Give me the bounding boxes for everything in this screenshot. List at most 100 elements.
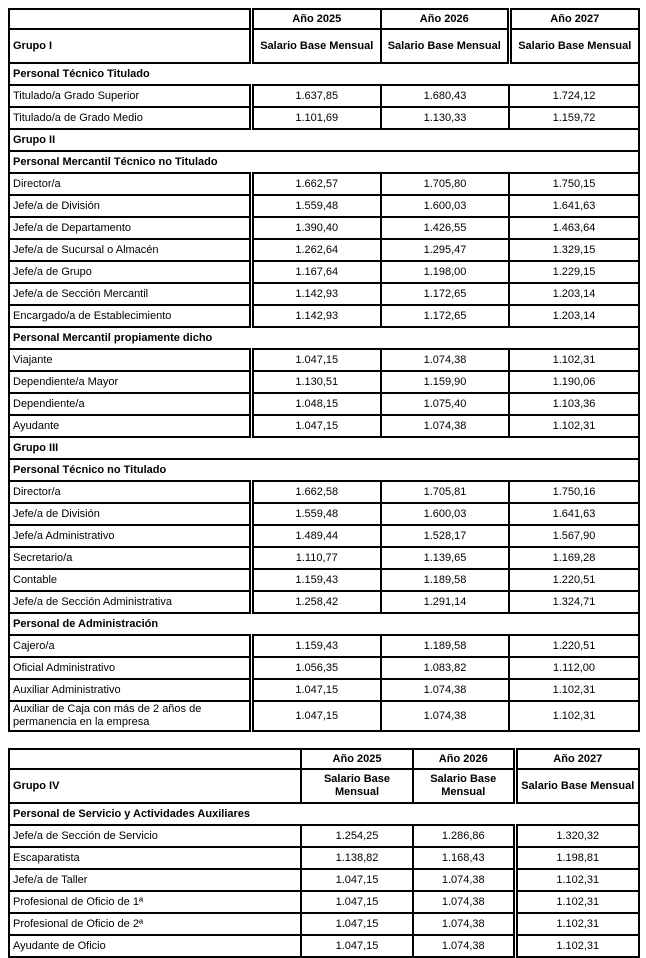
salary-value-cell: 1.047,15	[248, 348, 382, 372]
salary-value-cell: 1.102,31	[512, 934, 640, 958]
salary-base-header: Salario Base Mensual	[512, 768, 640, 804]
salary-table-group-4: Año 2025 Año 2026 Año 2027 Grupo IV Sala…	[8, 748, 640, 958]
data-row: Jefe/a de División 1.559,48 1.600,03 1.641,…	[8, 502, 640, 526]
section-row: Personal Mercantil Técnico no Titulado	[8, 150, 640, 174]
salary-value-cell: 1.324,71	[508, 590, 640, 614]
job-title-cell: Titulado/a Grado Superior	[8, 84, 252, 108]
job-title-cell: Jefe/a de Departamento	[8, 216, 252, 240]
data-row: Jefe/a de Grupo 1.167,64 1.198,00 1.229,15	[8, 260, 640, 284]
group-row: Grupo III	[8, 436, 640, 460]
salary-value-cell: 1.047,15	[300, 934, 414, 958]
data-row: Director/a 1.662,58 1.705,81 1.750,16	[8, 480, 640, 504]
data-row: Jefe/a de Departamento 1.390,40 1.426,55 1.…	[8, 216, 640, 240]
section-row: Personal Técnico Titulado	[8, 62, 640, 86]
section-label-cell: Personal Mercantil Técnico no Titulado	[8, 150, 640, 174]
job-title-cell: Viajante	[8, 348, 252, 372]
data-row: Ayudante 1.047,15 1.074,38 1.102,31	[8, 414, 640, 438]
salary-value-cell: 1.074,38	[380, 348, 510, 372]
job-title-cell: Jefe/a de División	[8, 502, 252, 526]
job-title-cell: Jefe/a de Taller	[8, 868, 302, 892]
job-title-cell: Profesional de Oficio de 1ª	[8, 890, 302, 914]
salary-value-cell: 1.198,00	[380, 260, 510, 284]
job-title-cell: Jefe/a de División	[8, 194, 252, 218]
salary-value-cell: 1.047,15	[300, 912, 414, 936]
salary-value-cell: 1.169,28	[508, 546, 640, 570]
salary-value-cell: 1.559,48	[248, 194, 382, 218]
group-label: Grupo I	[8, 28, 252, 64]
salary-value-cell: 1.168,43	[412, 846, 516, 870]
data-row: Ayudante de Oficio 1.047,15 1.074,38 1.102,…	[8, 934, 640, 958]
salary-value-cell: 1.102,31	[508, 414, 640, 438]
data-row: Profesional de Oficio de 1ª 1.047,15 1.074…	[8, 890, 640, 914]
salary-value-cell: 1.159,72	[508, 106, 640, 130]
data-row: Jefe/a de Sección de Servicio 1.254,25 1.2…	[8, 824, 640, 848]
salary-value-cell: 1.102,31	[508, 348, 640, 372]
salary-value-cell: 1.203,14	[508, 282, 640, 306]
salary-value-cell: 1.750,16	[508, 480, 640, 504]
section-label-cell: Personal Mercantil propiamente dicho	[8, 326, 640, 350]
data-row: Contable 1.159,43 1.189,58 1.220,51	[8, 568, 640, 592]
salary-value-cell: 1.641,63	[508, 502, 640, 526]
salary-value-cell: 1.489,44	[248, 524, 382, 548]
job-title-cell: Auxiliar Administrativo	[8, 678, 252, 702]
group-label: Grupo IV	[8, 768, 302, 804]
data-row: Cajero/a 1.159,43 1.189,58 1.220,51	[8, 634, 640, 658]
salary-value-cell: 1.130,51	[248, 370, 382, 394]
salary-value-cell: 1.047,15	[248, 700, 382, 732]
job-title-cell: Dependiente/a Mayor	[8, 370, 252, 394]
salary-table-groups-1-3: Año 2025 Año 2026 Año 2027 Grupo I Salar…	[8, 8, 640, 732]
salary-value-cell: 1.048,15	[248, 392, 382, 416]
section-row: Personal de Servicio y Actividades Auxil…	[8, 802, 640, 826]
data-row: Director/a 1.662,57 1.705,80 1.750,15	[8, 172, 640, 196]
salary-value-cell: 1.102,31	[508, 678, 640, 702]
salary-value-cell: 1.528,17	[380, 524, 510, 548]
salary-value-cell: 1.600,03	[380, 194, 510, 218]
salary-value-cell: 1.142,93	[248, 304, 382, 328]
job-title-cell: Cajero/a	[8, 634, 252, 658]
salary-value-cell: 1.159,43	[248, 634, 382, 658]
data-row: Jefe/a de Sección Mercantil 1.142,93 1.172…	[8, 282, 640, 306]
salary-value-cell: 1.075,40	[380, 392, 510, 416]
job-title-cell: Ayudante de Oficio	[8, 934, 302, 958]
year-2026-header: Año 2026	[380, 8, 510, 30]
data-row: Dependiente/a 1.048,15 1.075,40 1.103,36	[8, 392, 640, 416]
salary-value-cell: 1.600,03	[380, 502, 510, 526]
year-2027-header: Año 2027	[506, 8, 640, 30]
data-row: Auxiliar Administrativo 1.047,15 1.074,38 1…	[8, 678, 640, 702]
salary-value-cell: 1.138,82	[300, 846, 414, 870]
year-header-row: Año 2025 Año 2026 Año 2027	[8, 748, 640, 770]
salary-value-cell: 1.159,43	[248, 568, 382, 592]
salary-value-cell: 1.112,00	[508, 656, 640, 680]
salary-base-header: Salario Base Mensual	[380, 28, 510, 64]
salary-value-cell: 1.724,12	[508, 84, 640, 108]
section-row: Personal Técnico no Titulado	[8, 458, 640, 482]
salary-value-cell: 1.139,65	[380, 546, 510, 570]
salary-value-cell: 1.426,55	[380, 216, 510, 240]
salary-value-cell: 1.637,85	[248, 84, 382, 108]
job-title-cell: Oficial Administrativo	[8, 656, 252, 680]
job-title-cell: Jefe/a de Sección Mercantil	[8, 282, 252, 306]
job-title-cell: Auxiliar de Caja con más de 2 años de pe…	[8, 700, 252, 732]
salary-value-cell: 1.662,57	[248, 172, 382, 196]
year-2026-header: Año 2026	[412, 748, 516, 770]
salary-value-cell: 1.110,77	[248, 546, 382, 570]
data-row: Oficial Administrativo 1.056,35 1.083,82 1.…	[8, 656, 640, 680]
job-title-cell: Encargado/a de Establecimiento	[8, 304, 252, 328]
document-page: Año 2025 Año 2026 Año 2027 Grupo I Salar…	[8, 8, 640, 958]
salary-value-cell: 1.254,25	[300, 824, 414, 848]
salary-value-cell: 1.203,14	[508, 304, 640, 328]
section-label-cell: Personal de Servicio y Actividades Auxil…	[8, 802, 640, 826]
salary-value-cell: 1.047,15	[248, 678, 382, 702]
job-title-cell: Jefe/a de Grupo	[8, 260, 252, 284]
salary-value-cell: 1.103,36	[508, 392, 640, 416]
job-title-cell: Dependiente/a	[8, 392, 252, 416]
salary-value-cell: 1.320,32	[512, 824, 640, 848]
salary-value-cell: 1.190,06	[508, 370, 640, 394]
data-row: Encargado/a de Establecimiento 1.142,93 1.…	[8, 304, 640, 328]
salary-base-header: Salario Base Mensual	[300, 768, 414, 804]
job-title-cell: Titulado/a de Grado Medio	[8, 106, 252, 130]
salary-value-cell: 1.198,81	[512, 846, 640, 870]
salary-value-cell: 1.074,38	[380, 678, 510, 702]
job-title-cell: Director/a	[8, 480, 252, 504]
salary-value-cell: 1.102,31	[512, 890, 640, 914]
